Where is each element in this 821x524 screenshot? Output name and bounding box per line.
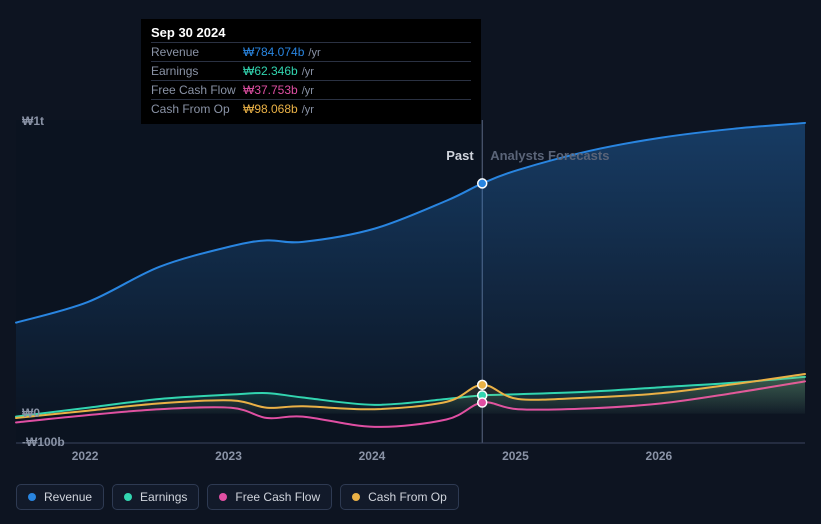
legend-dot-icon <box>352 493 360 501</box>
tooltip-row-label: Earnings <box>151 64 243 78</box>
chart-legend: Revenue Earnings Free Cash Flow Cash From O… <box>16 484 459 510</box>
legend-item-label: Cash From Op <box>368 490 447 504</box>
tooltip-date: Sep 30 2024 <box>151 25 471 42</box>
tooltip-row-unit: /yr <box>302 104 314 116</box>
legend-dot-icon <box>28 493 36 501</box>
tooltip-row-value: ₩62.346b <box>243 64 298 78</box>
legend-dot-icon <box>219 493 227 501</box>
legend-item-revenue[interactable]: Revenue <box>16 484 104 510</box>
legend-item-earnings[interactable]: Earnings <box>112 484 199 510</box>
tooltip-row-label: Revenue <box>151 45 243 59</box>
legend-item-label: Revenue <box>44 490 92 504</box>
chart-tooltip: Sep 30 2024 Revenue₩784.074b/yrEarnings₩… <box>141 19 481 124</box>
legend-dot-icon <box>124 493 132 501</box>
legend-item-label: Earnings <box>140 490 187 504</box>
earnings-revenue-chart: ₩1t ₩0 -₩100b Past Analysts Forecasts Se… <box>0 0 821 524</box>
tooltip-row: Free Cash Flow₩37.753b/yr <box>151 80 471 99</box>
x-axis-label: 2022 <box>72 449 99 463</box>
tooltip-row-unit: /yr <box>302 85 314 97</box>
tooltip-row-value: ₩784.074b <box>243 45 304 59</box>
x-axis-label: 2025 <box>502 449 529 463</box>
x-axis-label: 2026 <box>646 449 673 463</box>
region-label-forecast: Analysts Forecasts <box>490 148 609 163</box>
legend-item-cfo[interactable]: Cash From Op <box>340 484 459 510</box>
tooltip-row-label: Free Cash Flow <box>151 83 243 97</box>
x-axis-label: 2023 <box>215 449 242 463</box>
legend-item-label: Free Cash Flow <box>235 490 320 504</box>
x-axis-label: 2024 <box>359 449 386 463</box>
tooltip-row: Earnings₩62.346b/yr <box>151 61 471 80</box>
tooltip-row-value: ₩98.068b <box>243 102 298 116</box>
y-axis-label-neg: -₩100b <box>22 435 65 449</box>
tooltip-row-label: Cash From Op <box>151 102 243 116</box>
region-label-past: Past <box>446 148 473 163</box>
tooltip-row: Cash From Op₩98.068b/yr <box>151 99 471 118</box>
tooltip-row-unit: /yr <box>308 47 320 59</box>
tooltip-row: Revenue₩784.074b/yr <box>151 42 471 61</box>
legend-item-fcf[interactable]: Free Cash Flow <box>207 484 332 510</box>
tooltip-row-unit: /yr <box>302 66 314 78</box>
tooltip-row-value: ₩37.753b <box>243 83 298 97</box>
y-axis-label-zero: ₩0 <box>22 406 40 420</box>
marker-dot-cfo <box>478 380 487 389</box>
marker-dot-revenue <box>478 179 487 188</box>
marker-dot-fcf <box>478 398 487 407</box>
y-axis-label-top: ₩1t <box>22 114 44 128</box>
